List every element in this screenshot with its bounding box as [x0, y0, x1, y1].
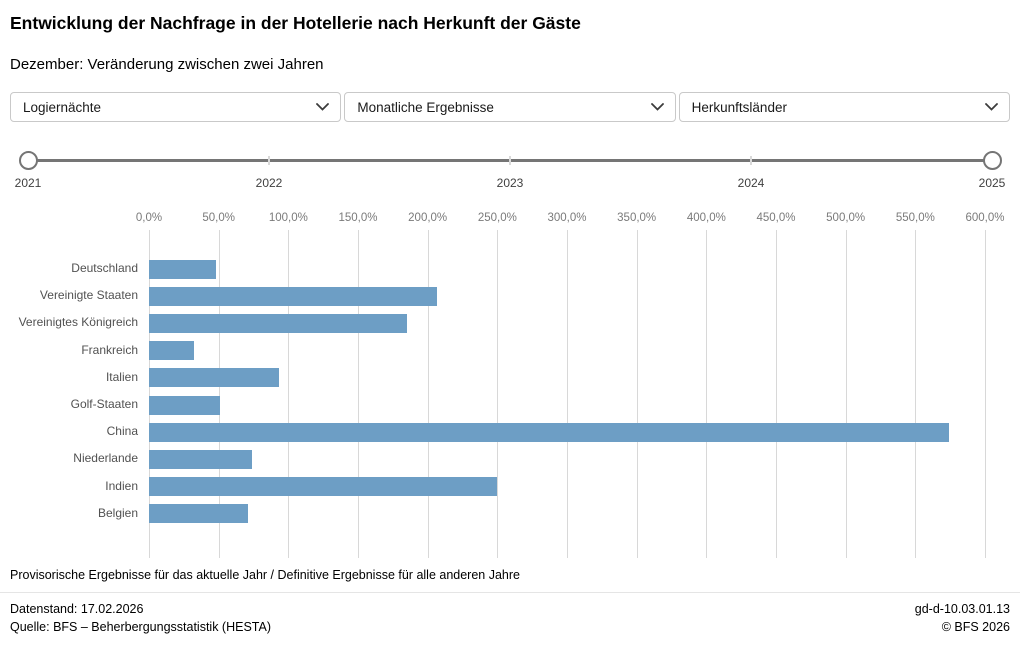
periodicity-dropdown-value: Monatliche Ergebnisse — [357, 99, 494, 115]
slider-handle-min[interactable] — [18, 151, 38, 170]
gridline — [845, 230, 847, 558]
x-axis-tick-label: 600,0% — [965, 212, 1005, 224]
x-axis-tick-label: 50,0% — [202, 212, 235, 224]
gridline — [288, 230, 290, 558]
category-label: Vereinigte Staaten — [39, 288, 138, 303]
category-label: Frankreich — [81, 342, 138, 357]
slider-year-label: 2025 — [978, 176, 1006, 190]
source: Quelle: BFS – Beherbergungsstatistik (HE… — [10, 620, 271, 634]
page-title: Entwicklung der Nachfrage in der Hotelle… — [10, 13, 581, 33]
category-label: Niederlande — [73, 451, 138, 466]
slider-handle-max[interactable] — [982, 151, 1002, 170]
bar[interactable] — [149, 477, 498, 497]
bar[interactable] — [149, 395, 221, 415]
bar[interactable] — [149, 341, 194, 361]
data-status: Datenstand: 17.02.2026 — [10, 602, 144, 616]
slider-tick — [268, 156, 270, 165]
x-axis-tick-label: 300,0% — [547, 212, 587, 224]
category-label: Indien — [105, 478, 138, 493]
gridline — [497, 230, 499, 558]
x-axis-tick-label: 500,0% — [826, 212, 866, 224]
gridline — [567, 230, 568, 558]
x-axis-tick-label: 200,0% — [408, 212, 448, 224]
x-axis-tick-label: 150,0% — [338, 212, 378, 224]
bar[interactable] — [149, 449, 253, 469]
gridline — [985, 230, 986, 558]
category-label: Vereinigtes Königreich — [18, 315, 138, 330]
reference-code: gd-d-10.03.01.13 — [914, 602, 1010, 616]
bar[interactable] — [149, 504, 248, 524]
x-axis-tick-label: 350,0% — [617, 212, 657, 224]
x-axis-tick-label: 550,0% — [895, 212, 935, 224]
footer-divider — [0, 592, 1020, 593]
gridline — [427, 230, 429, 558]
x-axis-tick-label: 450,0% — [756, 212, 796, 224]
category-label: Golf-Staaten — [70, 397, 138, 411]
slider-year-label: 2021 — [14, 176, 42, 190]
copyright: © BFS 2026 — [941, 620, 1010, 634]
x-axis-tick-label: 100,0% — [268, 212, 308, 224]
bar[interactable] — [149, 286, 438, 306]
bar[interactable] — [149, 259, 216, 279]
gridline — [636, 230, 638, 558]
slider-year-label: 2022 — [255, 176, 283, 190]
gridline — [776, 230, 777, 558]
x-axis-tick-label: 250,0% — [477, 212, 517, 224]
category-label: Deutschland — [71, 261, 138, 275]
gridline — [706, 230, 708, 558]
slider-tick — [509, 156, 511, 165]
footer-left: Datenstand: 17.02.2026 Quelle: BFS – Beh… — [10, 600, 271, 636]
breakdown-dropdown[interactable]: Herkunftsländer — [678, 92, 1010, 122]
chart-subtitle: Dezember: Veränderung zwischen zwei Jahr… — [10, 56, 324, 73]
category-label: Italien — [105, 369, 138, 384]
chart-footnote: Provisorische Ergebnisse für das aktuell… — [10, 568, 520, 582]
bar[interactable] — [149, 313, 407, 333]
periodicity-dropdown[interactable]: Monatliche Ergebnisse — [344, 92, 676, 122]
breakdown-dropdown-value: Herkunftsländer — [691, 99, 787, 115]
category-label: China — [106, 424, 138, 439]
gridline — [915, 230, 917, 558]
indicator-dropdown-value: Logiernächte — [23, 99, 102, 115]
bar[interactable] — [149, 422, 949, 442]
chevron-down-icon — [650, 103, 664, 111]
year-range-slider: 2021 2022 2023 2024 2025 — [10, 146, 1010, 194]
x-axis-tick-label: 0,0% — [135, 212, 163, 224]
slider-year-label: 2023 — [496, 176, 524, 190]
filter-bar: Logiernächte Monatliche Ergebnisse Herku… — [10, 92, 1010, 122]
bar[interactable] — [149, 368, 279, 388]
x-axis-tick-label: 400,0% — [686, 212, 726, 224]
indicator-dropdown[interactable]: Logiernächte — [10, 92, 342, 122]
slider-tick — [750, 156, 752, 165]
footer-right: gd-d-10.03.01.13 © BFS 2026 — [915, 600, 1010, 636]
chevron-down-icon — [985, 103, 998, 111]
gridline — [358, 230, 359, 558]
chevron-down-icon — [316, 103, 330, 111]
slider-year-label: 2024 — [737, 176, 765, 190]
category-label: Belgien — [97, 505, 138, 520]
